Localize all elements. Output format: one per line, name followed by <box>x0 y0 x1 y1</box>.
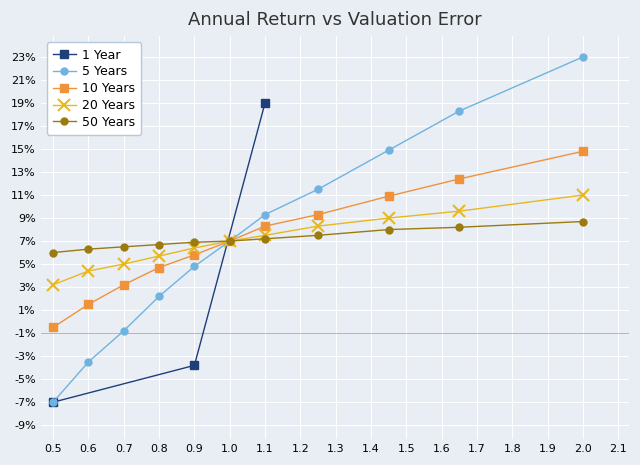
Legend: 1 Year, 5 Years, 10 Years, 20 Years, 50 Years: 1 Year, 5 Years, 10 Years, 20 Years, 50 … <box>47 42 141 135</box>
5 Years <box>120 328 127 333</box>
50 Years <box>49 250 57 255</box>
20 Years <box>385 215 392 221</box>
5 Years <box>385 147 392 153</box>
20 Years <box>120 261 127 267</box>
50 Years <box>156 242 163 247</box>
Line: 10 Years: 10 Years <box>49 147 587 332</box>
50 Years <box>261 236 269 241</box>
5 Years <box>261 212 269 218</box>
20 Years <box>456 208 463 214</box>
1 Year <box>191 363 198 368</box>
10 Years <box>191 252 198 258</box>
5 Years <box>84 359 92 365</box>
10 Years <box>49 325 57 330</box>
50 Years <box>314 232 322 238</box>
20 Years <box>226 238 234 244</box>
50 Years <box>84 246 92 252</box>
Line: 1 Year: 1 Year <box>49 99 269 406</box>
50 Years <box>385 227 392 232</box>
10 Years <box>226 238 234 244</box>
10 Years <box>120 282 127 287</box>
20 Years <box>156 253 163 259</box>
10 Years <box>385 193 392 199</box>
10 Years <box>456 176 463 182</box>
10 Years <box>314 212 322 218</box>
50 Years <box>579 219 587 224</box>
5 Years <box>314 186 322 192</box>
5 Years <box>49 399 57 405</box>
20 Years <box>84 268 92 274</box>
20 Years <box>261 232 269 238</box>
50 Years <box>226 238 234 244</box>
10 Years <box>156 265 163 270</box>
Line: 50 Years: 50 Years <box>50 218 586 256</box>
Title: Annual Return vs Valuation Error: Annual Return vs Valuation Error <box>188 11 482 29</box>
20 Years <box>49 282 57 287</box>
5 Years <box>156 293 163 299</box>
1 Year <box>49 399 57 405</box>
1 Year <box>261 100 269 106</box>
20 Years <box>579 192 587 198</box>
50 Years <box>456 225 463 230</box>
50 Years <box>120 244 127 250</box>
10 Years <box>261 223 269 229</box>
5 Years <box>226 238 234 244</box>
20 Years <box>191 245 198 251</box>
10 Years <box>579 148 587 154</box>
10 Years <box>84 302 92 307</box>
Line: 5 Years: 5 Years <box>50 53 586 405</box>
5 Years <box>191 264 198 269</box>
5 Years <box>579 54 587 60</box>
20 Years <box>314 223 322 229</box>
50 Years <box>191 239 198 245</box>
Line: 20 Years: 20 Years <box>47 189 589 290</box>
5 Years <box>456 108 463 114</box>
